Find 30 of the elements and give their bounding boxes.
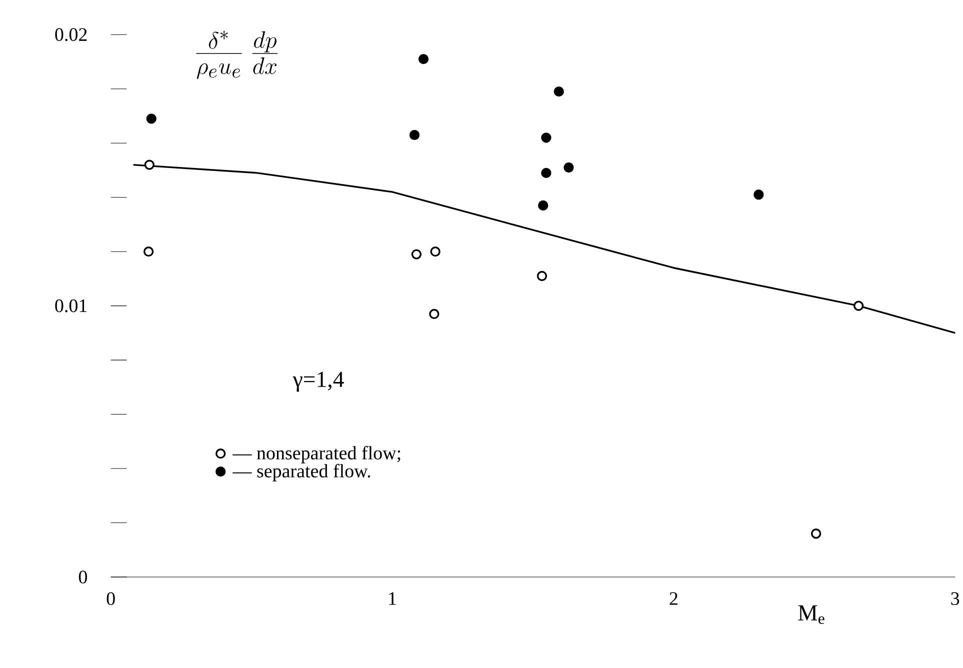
annotation: γ=1,4 [292,372,344,392]
legend-label: — separated flow. [232,464,370,482]
y-tick-label: 0.01 [55,299,87,312]
point [538,200,548,211]
point [143,246,154,257]
point [541,132,552,143]
point [146,114,156,124]
point [554,86,564,97]
point [429,308,440,320]
point [144,160,154,170]
point [853,300,864,311]
line-series [132,164,956,334]
x-tick-label: 1 [389,592,396,605]
point [536,270,548,282]
x-axis-title: M$_{e}$ [798,605,824,624]
x-tick-label: 2 [670,592,678,605]
point [418,54,429,64]
point [754,190,764,200]
point [430,246,440,257]
x-tick-label: 0 [106,592,115,606]
y-tick-label: 0 [78,570,87,584]
legend-label: — nonseparated flow; [232,446,400,464]
point [541,168,552,178]
point [411,249,422,260]
y-tick-label: 0.02 [55,28,87,42]
point [564,162,574,173]
point [409,130,420,140]
y-axis-title: $\frac{\delta^*}{\rho_e u_e}\,\frac{dp}{dx}$ [196,30,278,79]
point [810,528,822,539]
x-tick-label: 3 [951,592,960,605]
